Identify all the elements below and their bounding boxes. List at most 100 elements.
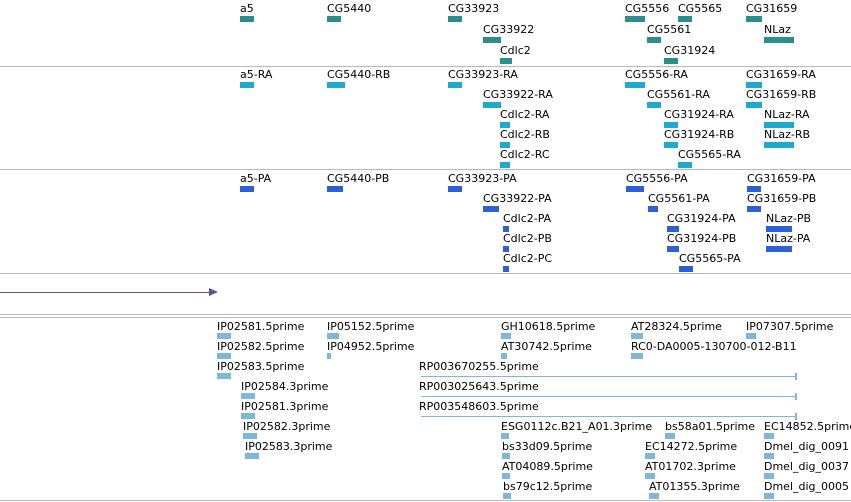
- gene-glyph[interactable]: [664, 58, 678, 64]
- est-glyph[interactable]: [501, 433, 509, 439]
- est-glyph[interactable]: [764, 433, 774, 439]
- est-glyph[interactable]: [217, 333, 231, 339]
- polypeptide-label[interactable]: CG31659-PA: [747, 172, 816, 185]
- est-glyph[interactable]: [631, 353, 643, 359]
- gene-glyph[interactable]: [625, 16, 645, 22]
- polypeptide-label[interactable]: Cdlc2-PC: [503, 252, 553, 265]
- polypeptide-glyph[interactable]: [679, 266, 693, 272]
- polypeptide-label[interactable]: CG5565-PA: [679, 252, 741, 265]
- gene-label[interactable]: CG5561: [647, 23, 692, 36]
- est-label[interactable]: IP02584.3prime: [241, 380, 329, 393]
- est-glyph[interactable]: [502, 473, 510, 479]
- polypeptide-label[interactable]: NLaz-PB: [766, 212, 812, 225]
- est-label[interactable]: IP04952.5prime: [327, 340, 415, 353]
- est-label[interactable]: RP003548603.5prime: [419, 400, 539, 413]
- polypeptide-label[interactable]: CG33922-PA: [483, 192, 552, 205]
- transcript-label[interactable]: CG33923-RA: [448, 68, 518, 81]
- est-glyph[interactable]: [746, 333, 756, 339]
- transcript-glyph[interactable]: [240, 82, 254, 88]
- est-glyph[interactable]: [503, 493, 511, 499]
- transcript-label[interactable]: Cdlc2-RA: [500, 108, 550, 121]
- est-label[interactable]: EC14852.5prime: [764, 420, 851, 433]
- est-span-line[interactable]: [421, 416, 797, 417]
- transcript-label[interactable]: CG31924-RA: [664, 108, 734, 121]
- polypeptide-glyph[interactable]: [503, 266, 509, 272]
- est-glyph[interactable]: [649, 493, 659, 499]
- polypeptide-label[interactable]: CG5556-PA: [626, 172, 688, 185]
- est-label[interactable]: RC0-DA0005-130700-012-B11: [631, 340, 797, 353]
- transcript-glyph[interactable]: [764, 122, 794, 128]
- polypeptide-label[interactable]: Cdlc2-PB: [503, 232, 552, 245]
- transcript-label[interactable]: CG33922-RA: [483, 88, 553, 101]
- polypeptide-glyph[interactable]: [766, 246, 792, 252]
- transcript-glyph[interactable]: [664, 142, 678, 148]
- gene-glyph[interactable]: [500, 58, 512, 64]
- scale-arrow-icon[interactable]: [209, 288, 218, 296]
- est-glyph[interactable]: [502, 453, 510, 459]
- est-label[interactable]: IP07307.5prime: [746, 320, 834, 333]
- transcript-label[interactable]: NLaz-RA: [764, 108, 810, 121]
- transcript-label[interactable]: CG5440-RB: [327, 68, 391, 81]
- polypeptide-glyph[interactable]: [667, 226, 679, 232]
- polypeptide-label[interactable]: a5-PA: [240, 172, 272, 185]
- transcript-glyph[interactable]: [500, 142, 510, 148]
- transcript-glyph[interactable]: [678, 162, 692, 168]
- est-glyph[interactable]: [243, 433, 257, 439]
- gene-glyph[interactable]: [647, 37, 661, 43]
- est-label[interactable]: IP02581.5prime: [217, 320, 305, 333]
- est-label[interactable]: IP05152.5prime: [327, 320, 415, 333]
- gene-label[interactable]: a5: [240, 2, 254, 15]
- est-glyph[interactable]: [645, 453, 655, 459]
- est-glyph[interactable]: [764, 493, 774, 499]
- transcript-glyph[interactable]: [500, 162, 510, 168]
- gene-label[interactable]: CG5440: [327, 2, 372, 15]
- polypeptide-glyph[interactable]: [667, 246, 679, 252]
- polypeptide-glyph[interactable]: [747, 186, 761, 192]
- est-label[interactable]: bs33d09.5prime: [502, 440, 593, 453]
- gene-label[interactable]: NLaz: [764, 23, 791, 36]
- gene-label[interactable]: CG31659: [746, 2, 798, 15]
- polypeptide-glyph[interactable]: [240, 186, 254, 192]
- polypeptide-glyph[interactable]: [766, 226, 792, 232]
- transcript-glyph[interactable]: [746, 102, 762, 108]
- est-glyph[interactable]: [764, 453, 774, 459]
- transcript-label[interactable]: CG5565-RA: [678, 148, 741, 161]
- est-label[interactable]: IP02581.3prime: [241, 400, 329, 413]
- est-label[interactable]: IP02583.5prime: [217, 360, 305, 373]
- transcript-glyph[interactable]: [764, 142, 794, 148]
- transcript-glyph[interactable]: [483, 102, 501, 108]
- polypeptide-glyph[interactable]: [448, 186, 462, 192]
- transcript-glyph[interactable]: [746, 82, 762, 88]
- est-label[interactable]: ESG0112c.B21_A01.3prime: [501, 420, 653, 433]
- polypeptide-glyph[interactable]: [503, 226, 509, 232]
- est-label[interactable]: Dmel_dig_0037: [764, 460, 850, 473]
- gene-glyph[interactable]: [483, 37, 501, 43]
- gene-glyph[interactable]: [746, 16, 762, 22]
- gene-label[interactable]: CG33923: [448, 2, 500, 15]
- transcript-glyph[interactable]: [625, 82, 645, 88]
- gene-glyph[interactable]: [240, 16, 254, 22]
- transcript-label[interactable]: Cdlc2-RB: [500, 128, 550, 141]
- transcript-label[interactable]: CG31659-RA: [746, 68, 816, 81]
- est-label[interactable]: IP02582.3prime: [243, 420, 331, 433]
- polypeptide-label[interactable]: CG31924-PA: [667, 212, 736, 225]
- est-label[interactable]: Dmel_dig_0091: [764, 440, 850, 453]
- est-label[interactable]: EC14272.5prime: [645, 440, 738, 453]
- gene-glyph[interactable]: [678, 16, 692, 22]
- gene-label[interactable]: CG31924: [664, 44, 716, 57]
- transcript-label[interactable]: CG31659-RB: [746, 88, 817, 101]
- polypeptide-label[interactable]: Cdlc2-PA: [503, 212, 552, 225]
- est-label[interactable]: bs79c12.5prime: [503, 480, 593, 493]
- gene-label[interactable]: CG33922: [483, 23, 535, 36]
- est-glyph[interactable]: [241, 393, 255, 399]
- est-span-line[interactable]: [421, 376, 797, 377]
- est-glyph[interactable]: [327, 353, 331, 359]
- polypeptide-glyph[interactable]: [648, 206, 658, 212]
- polypeptide-glyph[interactable]: [327, 186, 343, 192]
- est-label[interactable]: AT04089.5prime: [502, 460, 593, 473]
- est-glyph[interactable]: [501, 333, 511, 339]
- polypeptide-glyph[interactable]: [747, 206, 761, 212]
- est-label[interactable]: GH10618.5prime: [501, 320, 596, 333]
- transcript-glyph[interactable]: [647, 102, 661, 108]
- polypeptide-glyph[interactable]: [626, 186, 644, 192]
